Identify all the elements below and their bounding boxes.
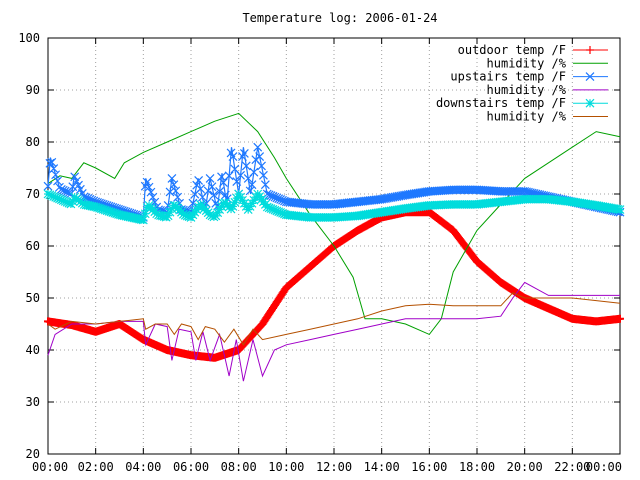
series-markers	[44, 208, 624, 362]
legend-label: humidity /%	[487, 83, 567, 97]
y-tick-label: 100	[18, 31, 40, 45]
x-tick-label: 12:00	[316, 460, 352, 474]
series-group	[43, 112, 625, 382]
legend-label: humidity /%	[487, 56, 567, 70]
x-tick-label: 22:00	[554, 460, 590, 474]
x-tick-label: 00:00	[586, 460, 622, 474]
series-4	[43, 189, 625, 225]
x-tick-label: 04:00	[125, 460, 161, 474]
chart-title: Temperature log: 2006-01-24	[242, 11, 437, 25]
axis-ticks: 20 30 40 50 60 70 80 90 100 00:00 02:00 04:00 06:00 0…	[18, 31, 622, 474]
series-line	[47, 292, 621, 346]
legend-label: upstairs temp /F	[450, 70, 566, 84]
legend-label: humidity /%	[487, 110, 567, 124]
x-tick-label: 10:00	[268, 460, 304, 474]
y-tick-label: 40	[26, 343, 40, 357]
x-tick-label: 00:00	[32, 460, 68, 474]
series-3	[47, 281, 620, 382]
legend-marker	[586, 46, 594, 54]
legend-marker	[585, 98, 595, 108]
x-tick-label: 14:00	[364, 460, 400, 474]
x-tick-label: 06:00	[173, 460, 209, 474]
legend-marker	[585, 72, 595, 82]
x-tick-label: 16:00	[411, 460, 447, 474]
y-tick-label: 30	[26, 395, 40, 409]
series-markers	[43, 189, 625, 225]
y-tick-label: 80	[26, 135, 40, 149]
x-tick-label: 20:00	[507, 460, 543, 474]
legend-label: outdoor temp /F	[458, 43, 566, 57]
series-5	[47, 292, 621, 346]
legend-label: downstairs temp /F	[436, 96, 566, 110]
x-tick-label: 18:00	[459, 460, 495, 474]
y-tick-label: 70	[26, 187, 40, 201]
y-tick-label: 50	[26, 291, 40, 305]
y-tick-label: 90	[26, 83, 40, 97]
y-tick-label: 20	[26, 447, 40, 461]
series-line	[47, 281, 620, 382]
x-tick-label: 08:00	[221, 460, 257, 474]
x-tick-label: 02:00	[78, 460, 114, 474]
y-tick-label: 60	[26, 239, 40, 253]
